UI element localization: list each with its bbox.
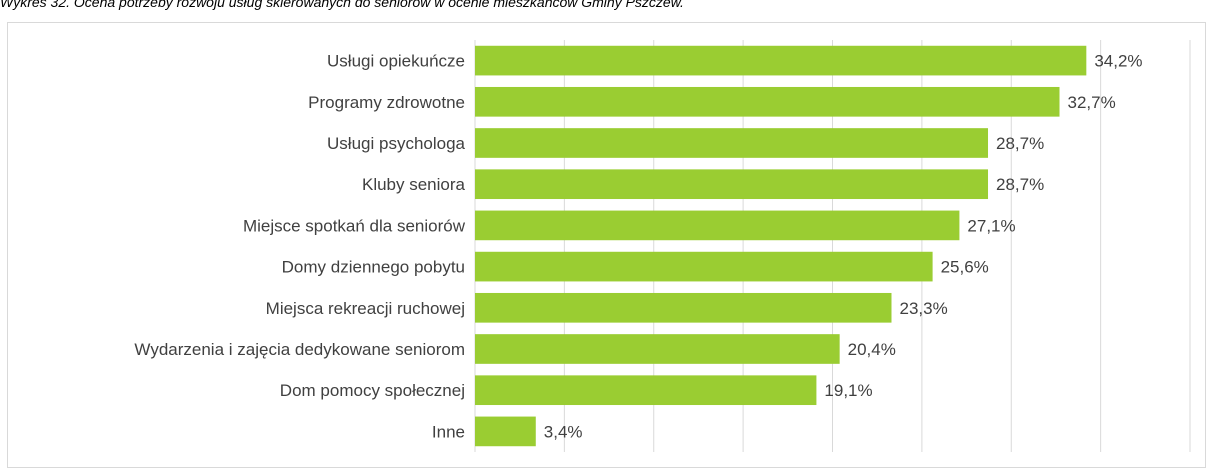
value-label: 28,7% [996, 134, 1044, 153]
category-label: Dom pomocy społecznej [280, 381, 465, 400]
bar [475, 334, 840, 364]
value-label: 34,2% [1094, 52, 1142, 71]
category-label: Programy zdrowotne [308, 93, 465, 112]
category-label: Miejsca rekreacji ruchowej [266, 299, 465, 318]
bar [475, 86, 1060, 117]
category-label: Inne [432, 422, 465, 441]
category-label: Domy dziennego pobytu [282, 258, 465, 277]
category-label: Wydarzenia i zajęcia dedykowane seniorom [134, 340, 465, 359]
bar [475, 292, 892, 323]
bar [475, 210, 960, 241]
category-label: Usługi opiekuńcze [327, 52, 465, 71]
bar [475, 251, 933, 282]
category-label: Miejsce spotkań dla seniorów [243, 216, 466, 235]
category-labels: Usługi opiekuńcze Programy zdrowotne Usług… [134, 52, 465, 442]
value-label: 20,4% [848, 340, 896, 359]
bar [475, 45, 1087, 76]
category-label: Usługi psychologa [327, 134, 466, 153]
value-labels: 34,2% 32,7% 28,7% 28,7% 27,1% 25,6% 23,3% 20,4%… [544, 52, 1143, 442]
value-label: 19,1% [824, 381, 872, 400]
value-label: 28,7% [996, 175, 1044, 194]
bar [475, 375, 817, 406]
bar [475, 128, 989, 158]
chart-caption: Wykres 32. Ocena potrzeby rozwoju usług … [0, 0, 684, 10]
value-label: 27,1% [967, 216, 1015, 235]
value-label: 23,3% [899, 299, 947, 318]
bar [475, 169, 989, 200]
bar [475, 416, 536, 447]
value-label: 25,6% [941, 258, 989, 277]
category-label: Kluby seniora [362, 175, 466, 194]
value-label: 3,4% [544, 422, 583, 441]
value-label: 32,7% [1068, 93, 1116, 112]
bars [475, 45, 1087, 447]
